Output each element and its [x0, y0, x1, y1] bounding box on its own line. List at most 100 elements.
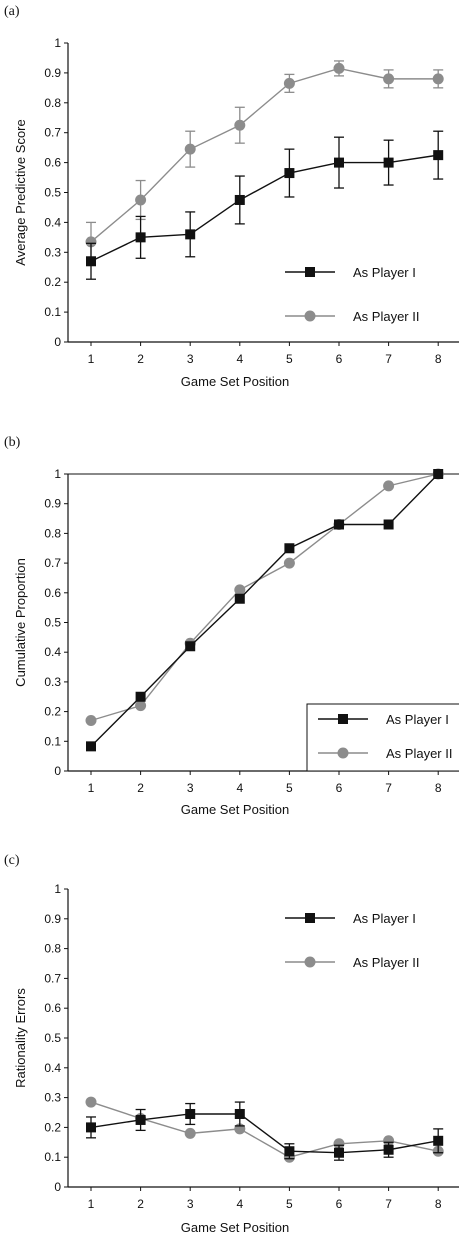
chart-panel-3: (c) 0 0.1 0.2 0.3 0.4 0.5 0.6 0.7 0.8 0.9 1 1 2 3 4 5 6 7 8… — [4, 853, 459, 1235]
x-tick-label: 2 — [137, 1197, 144, 1211]
data-point — [234, 1108, 245, 1119]
y-tick-label: 1 — [54, 36, 61, 50]
data-point — [234, 593, 245, 604]
y-tick-label: 1 — [54, 882, 61, 896]
data-point — [383, 73, 395, 85]
y-tick-label: 0.1 — [44, 1150, 61, 1164]
y-tick-label: 0.5 — [44, 616, 61, 630]
y-tick-label: 0 — [54, 335, 61, 349]
y-tick-label: 0 — [54, 1180, 61, 1194]
series-player-i — [86, 130, 444, 280]
y-tick-label: 0.9 — [44, 912, 61, 926]
y-tick-label: 0.2 — [44, 275, 61, 289]
data-point — [333, 1138, 345, 1150]
x-axis-title: Game Set Position — [181, 802, 289, 817]
x-tick-label: 3 — [187, 781, 194, 795]
x-tick-label: 4 — [236, 1197, 243, 1211]
data-point — [333, 62, 345, 74]
data-point — [86, 1122, 96, 1133]
series-line — [90, 67, 439, 243]
y-tick-label: 0.8 — [44, 526, 61, 540]
legend-label: As Player II — [353, 309, 419, 324]
data-point — [85, 1096, 97, 1108]
series-line — [90, 154, 439, 262]
data-point — [433, 150, 444, 161]
data-point — [283, 557, 295, 569]
y-tick-label: 0.9 — [44, 497, 61, 511]
legend-marker — [337, 747, 349, 759]
data-point — [135, 232, 146, 243]
x-tick-label: 1 — [88, 352, 95, 366]
data-point — [284, 168, 295, 179]
y-tick-label: 0.9 — [44, 66, 61, 80]
y-tick-label: 0.1 — [44, 734, 61, 748]
data-point — [135, 700, 147, 712]
legend: As Player I As Player II — [285, 265, 419, 324]
data-point — [334, 157, 344, 168]
data-point — [185, 1108, 196, 1119]
x-tick-label: 3 — [187, 1197, 194, 1211]
chart-panel-1: (a) 0 0.1 0.2 0.3 0.4 0.5 0.6 0.7 0.8 0.9 1 1 2 3 4 5 6 7 8… — [4, 4, 459, 389]
y-tick-label: 0.4 — [44, 645, 61, 659]
y-tick-label: 1 — [54, 467, 61, 481]
data-point — [283, 77, 295, 89]
y-tick-label: 0.5 — [44, 186, 61, 200]
y-tick-label: 0.4 — [44, 1061, 61, 1075]
data-point — [85, 236, 97, 248]
data-point — [383, 1135, 395, 1147]
y-tick-label: 0.3 — [44, 245, 61, 259]
series-line — [90, 473, 439, 722]
legend-marker — [304, 310, 316, 322]
panel-label: (b) — [4, 435, 21, 450]
legend-label: As Player I — [386, 712, 449, 727]
panel-label: (c) — [4, 853, 20, 868]
series-line — [90, 1113, 439, 1154]
y-tick-label: 0.6 — [44, 156, 61, 170]
y-tick-label: 0.7 — [44, 556, 61, 570]
data-point — [86, 256, 96, 267]
data-point — [383, 480, 395, 492]
data-point — [234, 194, 245, 205]
data-point — [334, 519, 344, 530]
series-player-ii — [85, 60, 444, 262]
legend-label: As Player II — [353, 955, 419, 970]
legend-marker — [304, 956, 316, 968]
data-point — [184, 1127, 196, 1139]
legend-label: As Player I — [353, 911, 416, 926]
y-tick-label: 0.6 — [44, 1001, 61, 1015]
data-point — [334, 1147, 344, 1158]
data-point — [433, 1135, 444, 1146]
series-line — [90, 473, 439, 747]
panel-label: (a) — [4, 4, 20, 19]
y-axis-title: Rationality Errors — [13, 988, 28, 1088]
y-tick-label: 0.7 — [44, 126, 61, 140]
y-tick-label: 0.2 — [44, 1120, 61, 1134]
data-point — [383, 1144, 394, 1155]
data-point — [284, 543, 295, 554]
y-tick-label: 0.6 — [44, 586, 61, 600]
data-point — [185, 229, 196, 240]
series-line — [90, 1101, 439, 1158]
data-point — [135, 691, 146, 702]
data-point — [234, 584, 246, 596]
data-point — [433, 469, 444, 479]
y-tick-label: 0.8 — [44, 942, 61, 956]
chart-panel-2: (b) 0 0.1 0.2 0.3 0.4 0.5 0.6 0.7 0.8 0.9 1 1 2 3 4 5 6 7 8… — [4, 435, 459, 817]
y-tick-label: 0.4 — [44, 215, 61, 229]
legend-label: As Player I — [353, 265, 416, 280]
series-player-i — [86, 469, 444, 752]
x-tick-label: 5 — [286, 781, 293, 795]
x-tick-label: 1 — [88, 781, 95, 795]
data-point — [234, 119, 246, 131]
x-tick-label: 6 — [336, 352, 343, 366]
legend: As Player I As Player II — [306, 703, 459, 772]
y-axis-title: Average Predictive Score — [13, 119, 28, 265]
x-axis-title: Game Set Position — [181, 1220, 289, 1235]
legend-label: As Player II — [386, 746, 452, 761]
x-tick-label: 8 — [435, 781, 442, 795]
x-tick-label: 1 — [88, 1197, 95, 1211]
data-point — [383, 519, 394, 530]
x-tick-label: 4 — [236, 781, 243, 795]
x-tick-label: 7 — [385, 1197, 392, 1211]
x-tick-label: 8 — [435, 1197, 442, 1211]
